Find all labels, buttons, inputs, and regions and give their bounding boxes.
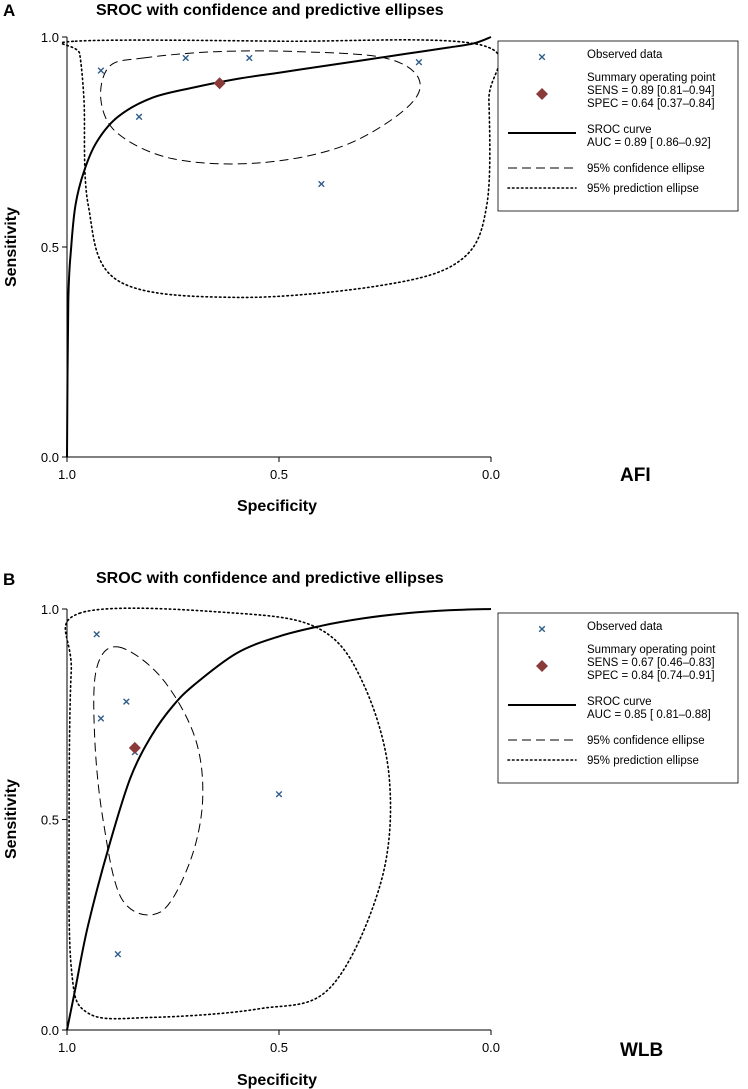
summary-operating-point (213, 77, 226, 90)
legend: Observed data Summary operating pointSENS… (497, 612, 739, 784)
panel-letter: B (3, 570, 15, 589)
confidence-ellipse (93, 646, 204, 916)
legend-summary-symbol (536, 88, 548, 100)
legend-text-sroc: SROC curve (587, 124, 652, 136)
prediction-ellipse (64, 607, 392, 1020)
legend-text-observed: Observed data (587, 621, 663, 633)
test-tag: WLB (620, 1040, 663, 1061)
observed-point-5 (318, 180, 325, 188)
x-tick-label: 0.0 (482, 1040, 500, 1055)
observed-point-3 (182, 54, 190, 62)
legend-text-prediction: 95% prediction ellipse (587, 755, 699, 767)
prediction-ellipse (60, 39, 501, 299)
y-tick-label: 0.5 (41, 240, 59, 255)
legend-text-observed: Observed data (587, 49, 663, 61)
legend: Observed data Summary operating pointSENS… (497, 40, 739, 212)
observed-point-2 (97, 715, 105, 722)
x-tick-label: 0.5 (270, 467, 288, 482)
legend-text-summary: Summary operating point (587, 72, 716, 84)
legend-observed-symbol (538, 625, 546, 633)
observed-point-2 (135, 113, 143, 121)
panel-a: A SROC with confidence and predictive ell… (3, 1, 739, 515)
confidence-ellipse (100, 50, 421, 165)
observed-point-6 (275, 790, 283, 798)
legend-box (497, 612, 739, 784)
legend-text-summary: SPEC = 0.84 [0.74–0.91] (587, 670, 715, 682)
chart-title: SROC with confidence and predictive elli… (96, 570, 444, 587)
legend-observed-symbol (538, 53, 546, 61)
legend-text-summary: SPEC = 0.64 [0.37–0.84] (587, 98, 715, 110)
legend-text-summary: SENS = 0.67 [0.46–0.83] (587, 657, 715, 669)
legend-text-summary: SENS = 0.89 [0.81–0.94] (587, 85, 715, 97)
x-tick-label: 0.0 (482, 467, 500, 482)
x-axis-title: Specificity (237, 498, 317, 515)
y-tick-label: 1.0 (41, 30, 59, 45)
x-tick-label: 0.5 (270, 1040, 288, 1055)
observed-point-1 (97, 67, 105, 74)
legend-box (497, 40, 739, 212)
y-tick-label: 1.0 (41, 602, 59, 617)
observed-point-6 (415, 58, 423, 66)
sroc-curve (66, 36, 492, 458)
test-tag: AFI (620, 465, 651, 486)
observed-point-5 (114, 950, 122, 958)
y-axis-title: Sensitivity (3, 207, 20, 287)
observed-point-4 (246, 54, 253, 62)
legend-text-prediction: 95% prediction ellipse (587, 183, 699, 195)
legend-text-confidence: 95% confidence ellipse (587, 163, 705, 175)
y-axis-title: Sensitivity (3, 779, 20, 859)
panel-b: B SROC with confidence and predictive ell… (3, 570, 739, 1089)
legend-text-sroc: AUC = 0.85 [ 0.81–0.88] (587, 709, 711, 721)
observed-point-3 (123, 698, 130, 705)
sroc-curve (66, 608, 492, 1031)
legend-text-summary: Summary operating point (587, 644, 716, 656)
legend-summary-symbol (536, 660, 548, 672)
y-tick-label: 0.5 (41, 813, 59, 828)
panel-letter: A (3, 1, 15, 20)
observed-point-1 (93, 630, 100, 638)
chart-title: SROC with confidence and predictive elli… (96, 2, 444, 19)
legend-text-sroc: AUC = 0.89 [ 0.86–0.92] (587, 137, 711, 149)
x-tick-label: 1.0 (58, 467, 76, 482)
y-tick-label: 0.0 (41, 1023, 59, 1038)
summary-operating-point (128, 741, 141, 754)
legend-text-confidence: 95% confidence ellipse (587, 735, 705, 747)
x-tick-label: 1.0 (58, 1040, 76, 1055)
y-tick-label: 0.0 (41, 450, 59, 465)
x-axis-title: Specificity (237, 1072, 317, 1089)
legend-text-sroc: SROC curve (587, 696, 652, 708)
